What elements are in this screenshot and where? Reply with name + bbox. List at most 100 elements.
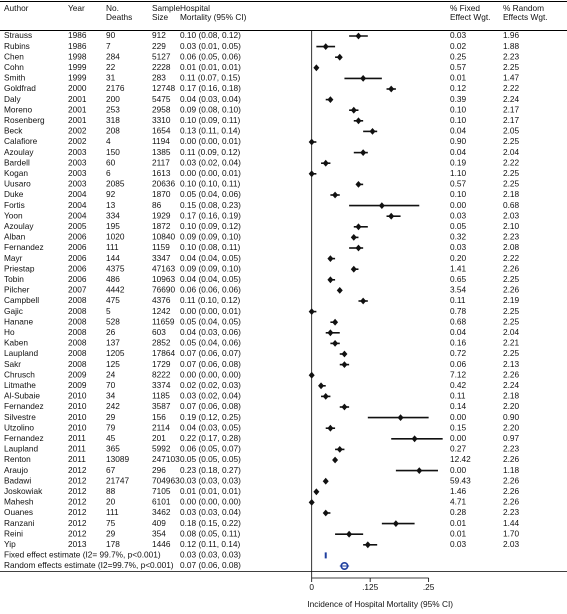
point-estimate <box>308 499 315 506</box>
cell-mortality: 0.10 (0.09, 0.11) <box>180 115 241 125</box>
cell-deaths: 26 <box>106 327 116 337</box>
cell-sample: 283 <box>152 73 166 83</box>
cell-deaths: 29 <box>106 528 116 538</box>
cell-sample: 1185 <box>152 391 170 401</box>
summary-label: Fixed effect estimate (I2= 99.7%, p<0.00… <box>4 550 161 560</box>
cell-deaths: 1205 <box>106 348 125 358</box>
cell-deaths: 528 <box>106 316 120 326</box>
cell-mortality: 0.23 (0.18, 0.27) <box>180 465 241 475</box>
point-estimate <box>355 181 362 188</box>
cell-sample: 1446 <box>152 539 171 549</box>
cell-deaths: 2176 <box>106 83 125 93</box>
cell-author: Fernandez <box>4 401 44 411</box>
point-estimate <box>308 371 315 379</box>
cell-year: 2012 <box>68 486 87 496</box>
point-estimate <box>341 361 348 368</box>
cell-year: 2008 <box>68 316 87 326</box>
cell-mortality: 0.15 (0.08, 0.23) <box>180 200 241 210</box>
point-estimate <box>336 446 343 453</box>
cell-year: 2006 <box>68 242 87 252</box>
cell-year: 2004 <box>68 210 87 220</box>
cell-fixed: 7.12 <box>450 369 467 379</box>
cell-year: 2000 <box>68 83 87 93</box>
cell-author: Priestap <box>4 263 35 273</box>
cell-mortality: 0.02 (0.02, 0.03) <box>180 380 241 390</box>
cell-fixed: 0.28 <box>450 507 467 517</box>
cell-year: 1998 <box>68 51 87 61</box>
cell-mortality: 0.01 (0.01, 0.01) <box>180 62 241 72</box>
cell-deaths: 31 <box>106 73 116 83</box>
cell-author: Laupland <box>4 348 39 358</box>
cell-fixed: 0.01 <box>450 73 467 83</box>
cell-mortality: 0.07 (0.06, 0.07) <box>180 348 241 358</box>
cell-author: Beck <box>4 126 23 136</box>
cell-year: 2009 <box>68 380 87 390</box>
cell-mortality: 0.03 (0.01, 0.05) <box>180 41 241 51</box>
cell-year: 2006 <box>68 263 87 273</box>
cell-fixed: 0.68 <box>450 316 467 326</box>
cell-mortality: 0.04 (0.03, 0.06) <box>180 327 241 337</box>
cell-fixed: 0.19 <box>450 157 467 167</box>
cell-random: 1.70 <box>503 528 520 538</box>
point-estimate <box>308 138 315 146</box>
cell-random: 2.25 <box>503 168 520 178</box>
cell-fixed: 0.01 <box>450 518 467 528</box>
cell-fixed: 0.12 <box>450 83 467 93</box>
cell-deaths: 92 <box>106 189 116 199</box>
cell-year: 2008 <box>68 348 87 358</box>
cell-sample: 409 <box>152 518 166 528</box>
cell-year: 2002 <box>68 136 87 146</box>
cell-fixed: 0.04 <box>450 147 467 157</box>
cell-year: 2007 <box>68 285 87 295</box>
cell-random: 1.44 <box>503 518 520 528</box>
point-estimate <box>346 530 353 538</box>
cell-year: 2008 <box>68 306 87 316</box>
cell-sample: 5127 <box>152 51 171 61</box>
cell-year: 2010 <box>68 401 87 411</box>
cell-sample: 86 <box>152 200 162 210</box>
cell-year: 2001 <box>68 104 87 114</box>
cell-mortality: 0.07 (0.06, 0.08) <box>180 359 241 369</box>
cell-fixed: 0.05 <box>450 221 467 231</box>
cell-random: 2.26 <box>503 454 520 464</box>
cell-fixed: 0.01 <box>450 528 467 538</box>
point-estimate <box>355 32 362 40</box>
column-header: Year <box>68 3 85 13</box>
cell-author: Chen <box>4 51 24 61</box>
column-header: No. <box>106 3 119 13</box>
cell-fixed: 0.14 <box>450 401 467 411</box>
cell-year: 2008 <box>68 338 87 348</box>
cell-sample: 6101 <box>152 497 171 507</box>
cell-fixed: 0.57 <box>450 179 467 189</box>
cell-year: 2012 <box>68 475 87 485</box>
column-header: Size <box>152 12 169 22</box>
point-estimate <box>313 64 320 72</box>
cell-fixed: 1.46 <box>450 486 467 496</box>
cell-author: Moreno <box>4 104 33 114</box>
cell-author: Daly <box>4 94 21 104</box>
point-estimate <box>327 96 334 103</box>
cell-year: 2003 <box>68 147 87 157</box>
cell-author: Rubins <box>4 41 30 51</box>
cell-random: 2.18 <box>503 189 520 199</box>
point-estimate <box>416 467 423 474</box>
cell-random: 2.25 <box>503 306 520 316</box>
point-estimate <box>322 43 329 50</box>
cell-deaths: 4442 <box>106 285 125 295</box>
cell-sample: 1929 <box>152 210 171 220</box>
cell-year: 1986 <box>68 41 87 51</box>
cell-fixed: 0.42 <box>450 380 467 390</box>
point-estimate <box>322 477 329 485</box>
cell-fixed: 12.42 <box>450 454 471 464</box>
point-estimate <box>327 255 334 262</box>
cell-year: 2004 <box>68 189 87 199</box>
cell-mortality: 0.00 (0.00, 0.01) <box>180 168 241 178</box>
cell-sample: 156 <box>152 412 166 422</box>
point-estimate <box>378 202 385 209</box>
cell-random: 2.26 <box>503 475 520 485</box>
cell-sample: 2114 <box>152 422 170 432</box>
point-estimate <box>350 234 357 241</box>
point-estimate <box>322 393 329 400</box>
cell-fixed: 0.10 <box>450 104 467 114</box>
